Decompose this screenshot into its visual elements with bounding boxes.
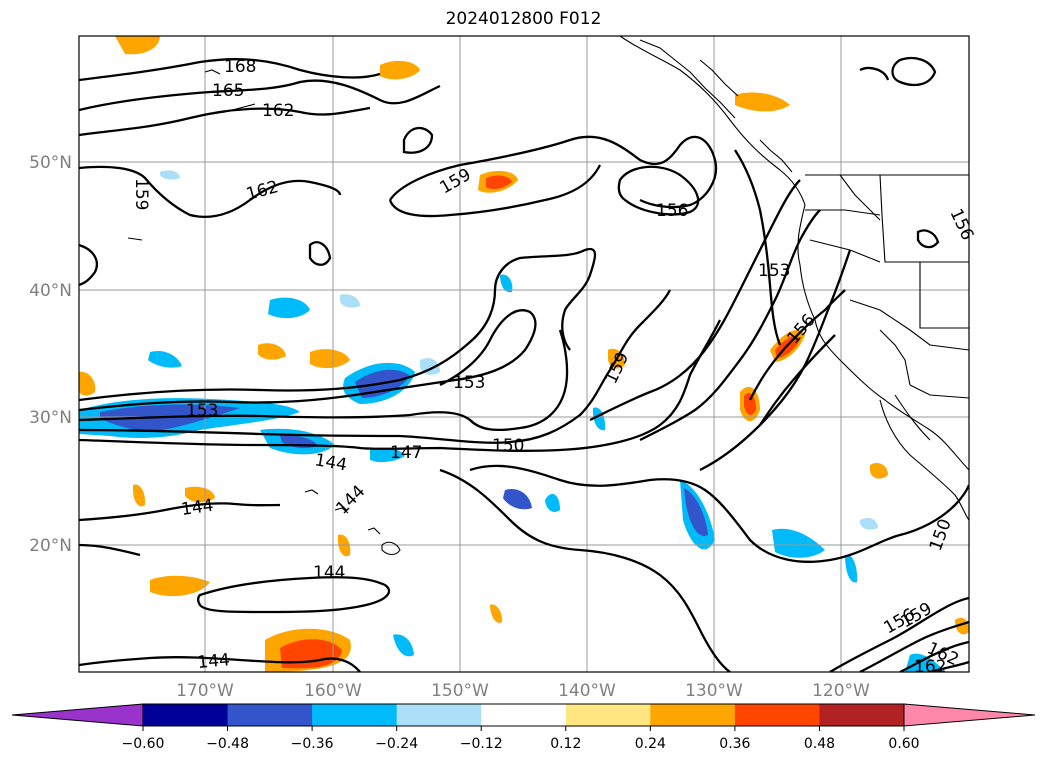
colorbar-segment	[481, 704, 567, 726]
map-border	[78, 35, 970, 673]
colorbar-tick-label: −0.48	[206, 736, 249, 752]
lon-label: 120°W	[812, 681, 870, 701]
colorbar-tick-label: 0.12	[550, 736, 581, 752]
colorbar-segment	[396, 704, 482, 726]
lat-label: 30°N	[29, 408, 72, 428]
lon-label: 140°W	[558, 681, 616, 701]
lon-label: 160°W	[304, 681, 362, 701]
colorbar-segment	[565, 704, 651, 726]
colorbar-segment	[312, 704, 398, 726]
colorbar-tick-label: −0.24	[375, 736, 418, 752]
colorbar-tick-label: −0.12	[460, 736, 503, 752]
coastlines	[127, 36, 969, 556]
colorbar-segment	[650, 704, 736, 726]
map-title: 2024012800 F012	[445, 9, 602, 29]
colorbar: −0.60 −0.48 −0.36 −0.24 −0.12 0.12 0.24 0.36 0.4…	[11, 703, 1036, 752]
colorbar-segment	[734, 704, 820, 726]
lon-label: 130°W	[685, 681, 743, 701]
lat-label: 20°N	[29, 536, 72, 556]
colorbar-extend-high	[903, 703, 1036, 727]
lat-axis: 50°N 40°N 30°N 20°N	[29, 153, 72, 556]
colorbar-segment	[819, 704, 905, 726]
contour-label: 144	[180, 496, 215, 520]
map-panel	[79, 36, 969, 672]
height-contours	[79, 56, 969, 672]
lat-label: 40°N	[29, 281, 72, 301]
colorbar-outline	[142, 703, 905, 727]
colorbar-tick-label: 0.60	[888, 736, 919, 752]
contour-label: 144	[197, 650, 231, 673]
colorbar-tick-label: 0.36	[719, 736, 750, 752]
contour-label: 168	[224, 57, 256, 77]
colorbar-tick-label: 0.48	[804, 736, 835, 752]
lon-label: 150°W	[431, 681, 489, 701]
colorbar-tick-label: −0.60	[122, 736, 165, 752]
contour-labels: 168 165 162 162 159 159 156 153 153 153 …	[131, 57, 977, 677]
colorbar-segment	[143, 704, 229, 726]
contour-label: 153	[453, 373, 485, 393]
contour-label: 165	[212, 81, 244, 101]
contour-label: 162	[262, 101, 294, 121]
contour-label: 159	[131, 178, 151, 210]
colorbar-tick-label: −0.36	[291, 736, 334, 752]
lon-axis: 170°W 160°W 150°W 140°W 130°W 120°W	[176, 681, 870, 701]
colorbar-tick-label: 0.24	[635, 736, 666, 752]
contour-label: 153	[758, 261, 790, 281]
contour-label: 147	[390, 443, 422, 463]
colorbar-extend-low	[11, 703, 144, 727]
contour-label: 144	[313, 563, 345, 583]
colorbar-segment	[227, 704, 313, 726]
contour-label: 153	[186, 401, 218, 421]
contour-label: 162	[914, 657, 946, 677]
contour-label: 150	[492, 436, 524, 456]
contour-label: 156	[656, 201, 688, 221]
lat-label: 50°N	[29, 153, 72, 173]
lon-label: 170°W	[176, 681, 234, 701]
